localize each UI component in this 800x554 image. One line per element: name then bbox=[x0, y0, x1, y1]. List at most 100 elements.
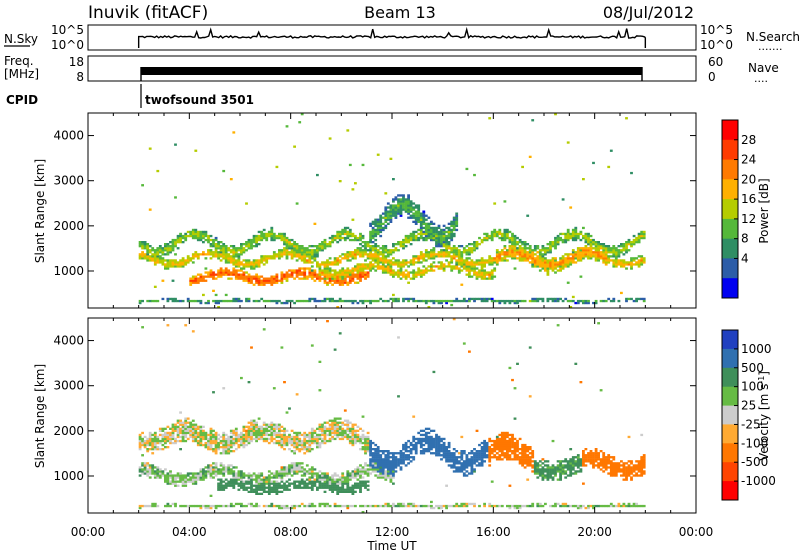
heatmap-cell bbox=[597, 247, 600, 250]
heatmap-cell bbox=[232, 253, 236, 256]
heatmap-cell bbox=[366, 437, 370, 441]
heatmap-cell bbox=[217, 275, 220, 278]
heatmap-cell bbox=[414, 275, 418, 278]
heatmap-cell bbox=[303, 275, 307, 278]
heatmap-cell bbox=[364, 482, 367, 485]
heatmap-cell bbox=[566, 263, 570, 266]
heatmap-cell bbox=[262, 255, 266, 258]
heatmap-cell bbox=[541, 257, 545, 260]
heatmap-cell bbox=[288, 468, 291, 471]
heatmap-cell bbox=[569, 253, 573, 256]
heatmap-cell bbox=[604, 257, 608, 260]
heatmap-cell bbox=[430, 222, 433, 225]
heatmap-cell bbox=[498, 259, 502, 262]
heatmap-cell bbox=[247, 263, 251, 266]
heatmap-cell bbox=[450, 267, 454, 270]
heatmap-cell bbox=[422, 257, 426, 260]
heatmap-cell bbox=[359, 269, 362, 272]
heatmap-cell bbox=[171, 431, 175, 435]
heatmap-cell bbox=[156, 261, 160, 264]
heatmap-cell bbox=[397, 263, 400, 266]
heatmap-cell bbox=[480, 448, 484, 451]
heatmap-cell bbox=[371, 222, 375, 225]
heatmap-cell bbox=[247, 421, 251, 424]
heatmap-cell bbox=[404, 448, 408, 451]
heatmap-cell bbox=[316, 277, 319, 280]
heatmap-cell bbox=[146, 243, 150, 246]
heatmap-cell bbox=[278, 476, 281, 479]
heatmap-cell bbox=[409, 238, 413, 242]
heatmap-cell bbox=[450, 269, 454, 272]
heatmap-cell bbox=[151, 452, 155, 455]
heatmap-cell bbox=[399, 468, 403, 471]
heatmap-cell bbox=[288, 433, 291, 437]
heatmap-cell bbox=[460, 466, 464, 469]
heatmap-cell bbox=[460, 468, 464, 471]
heatmap-cell bbox=[169, 476, 172, 479]
heatmap-cell bbox=[184, 232, 188, 236]
heatmap-cell bbox=[237, 255, 241, 258]
heatmap-cell bbox=[207, 466, 210, 469]
heatmap-cell bbox=[587, 241, 590, 244]
heatmap-cell bbox=[374, 251, 378, 254]
heatmap-cell bbox=[508, 249, 512, 252]
heatmap-cell bbox=[422, 452, 426, 455]
heatmap-cell bbox=[252, 437, 256, 441]
heatmap-cell bbox=[272, 476, 276, 479]
heatmap-cell bbox=[318, 427, 322, 430]
heatmap-cell bbox=[379, 474, 383, 477]
heatmap-cell bbox=[285, 484, 289, 487]
heatmap-cell bbox=[240, 474, 243, 477]
heatmap-cell bbox=[237, 253, 241, 256]
heatmap-cell bbox=[348, 279, 352, 282]
heatmap-cell bbox=[257, 488, 261, 491]
heatmap-cell bbox=[298, 255, 302, 258]
heatmap-cell bbox=[146, 441, 150, 445]
heatmap-cell bbox=[414, 236, 418, 240]
heatmap-cell bbox=[237, 299, 241, 303]
heatmap-cell bbox=[480, 265, 484, 268]
heatmap-cell bbox=[381, 261, 385, 264]
heatmap-cell bbox=[199, 470, 203, 473]
heatmap-cell bbox=[513, 249, 517, 252]
heatmap-cell bbox=[237, 474, 241, 477]
heatmap-cell bbox=[346, 504, 350, 508]
heatmap-cell bbox=[153, 448, 157, 451]
heatmap-cell bbox=[435, 437, 438, 441]
heatmap-cell bbox=[604, 245, 608, 248]
heatmap-cell bbox=[435, 241, 438, 244]
heatmap-cell bbox=[620, 251, 623, 254]
heatmap-cell bbox=[202, 234, 205, 238]
heatmap-cell bbox=[280, 466, 284, 469]
heatmap-cell bbox=[267, 470, 271, 473]
heatmap-cell bbox=[422, 439, 426, 443]
heatmap-cell bbox=[422, 269, 426, 272]
heatmap-cell bbox=[240, 275, 243, 278]
heatmap-cell bbox=[290, 506, 294, 510]
heatmap-cell bbox=[224, 261, 228, 264]
heatmap-cell bbox=[313, 245, 317, 248]
heatmap-cell bbox=[293, 435, 296, 439]
heatmap-cell bbox=[283, 484, 286, 487]
heatmap-cell bbox=[478, 243, 481, 246]
heatmap-cell bbox=[399, 198, 403, 201]
heatmap-cell bbox=[430, 267, 433, 270]
heatmap-cell bbox=[384, 504, 388, 508]
heatmap-cell bbox=[148, 437, 152, 441]
heatmap-cell bbox=[506, 299, 509, 303]
heatmap-cell bbox=[336, 488, 340, 491]
heatmap-cell bbox=[270, 423, 274, 426]
heatmap-cell bbox=[364, 470, 367, 473]
heatmap-cell bbox=[359, 236, 362, 240]
heatmap-cell bbox=[141, 255, 144, 258]
heatmap-cell bbox=[392, 251, 395, 254]
heatmap-cell bbox=[470, 265, 474, 268]
heatmap-cell bbox=[158, 259, 162, 262]
heatmap-cell bbox=[480, 446, 484, 449]
heatmap-cell bbox=[252, 265, 256, 268]
heatmap-cell bbox=[318, 478, 322, 481]
heatmap-cell bbox=[283, 441, 286, 445]
heatmap-cell bbox=[158, 245, 162, 248]
heatmap-cell bbox=[265, 257, 269, 260]
heatmap-cell bbox=[430, 506, 433, 510]
